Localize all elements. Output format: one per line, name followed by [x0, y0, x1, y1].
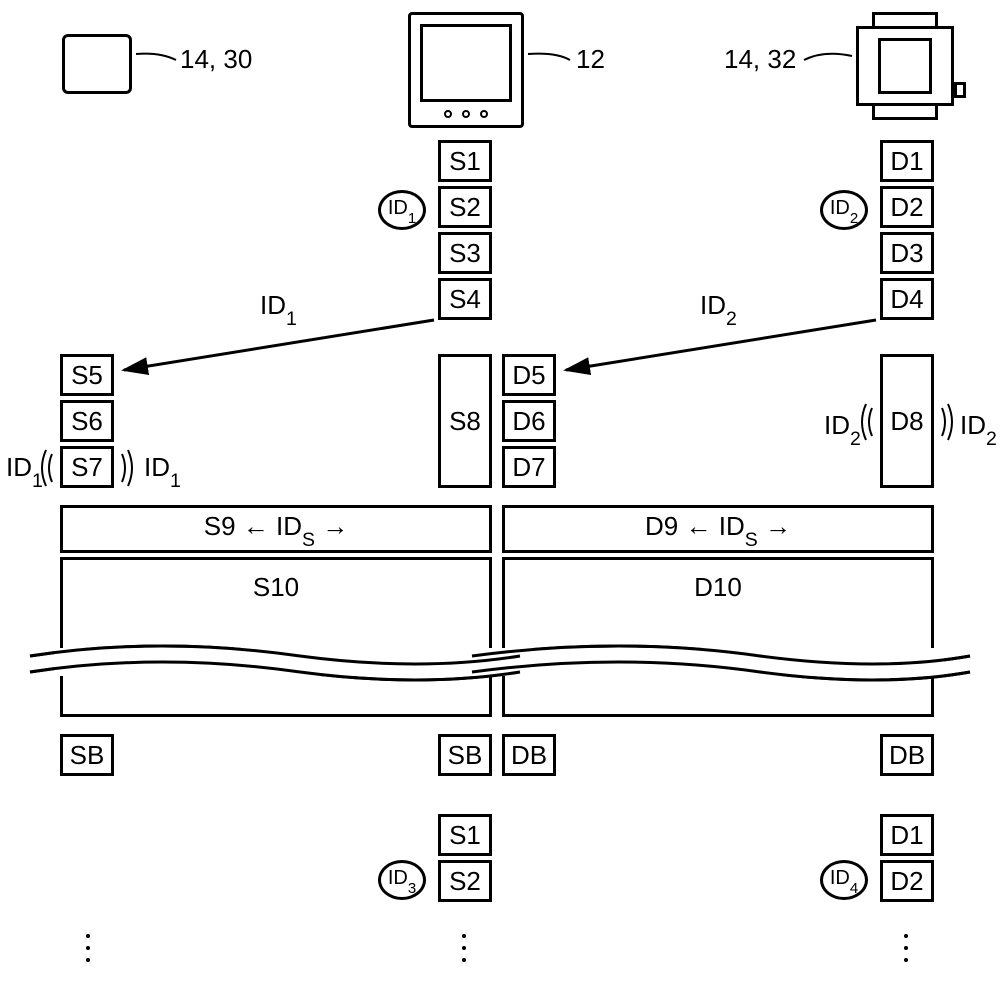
d2-label: D2 [890, 192, 923, 223]
sb1-label: SB [70, 740, 105, 771]
s2-label: S2 [449, 192, 481, 223]
id2-circle: ID2 [820, 190, 868, 230]
d3-box: D3 [880, 232, 934, 274]
overlay-svg [0, 0, 1000, 983]
d8-left-id: ID2 [824, 410, 861, 446]
s1-label: S1 [449, 146, 481, 177]
arrow-id2-label: ID2 [700, 290, 737, 326]
device-box-14-30 [62, 34, 132, 94]
arrow-id1-label: ID1 [260, 290, 297, 326]
watch-band-bot [872, 106, 938, 120]
s7-box: S7 [60, 446, 114, 488]
d5-box: D5 [502, 354, 556, 396]
d3-label: D3 [890, 238, 923, 269]
id4-circle: ID4 [820, 860, 868, 900]
d5-label: D5 [512, 360, 545, 391]
s6-box: S6 [60, 400, 114, 442]
d4-label: D4 [890, 284, 923, 315]
s8-label: S8 [449, 406, 481, 437]
id1-label: ID1 [388, 197, 416, 223]
d6-label: D6 [512, 406, 545, 437]
watch-band-top [872, 12, 938, 26]
s3-label: S3 [449, 238, 481, 269]
d10-box: D10 [502, 557, 934, 717]
d2b-box: D2 [880, 860, 934, 902]
s5-label: S5 [71, 360, 103, 391]
s9-box: S9 ← IDS → [60, 505, 492, 553]
d7-label: D7 [512, 452, 545, 483]
s2-box: S2 [438, 186, 492, 228]
d10-label: D10 [694, 572, 742, 603]
s2b-label: S2 [449, 866, 481, 897]
ref-12: 12 [576, 44, 605, 75]
ref-14-32: 14, 32 [724, 44, 796, 75]
monitor-screen [420, 24, 512, 102]
s9-label: S9 ← IDS → [204, 511, 349, 547]
d8-label: D8 [890, 406, 923, 437]
d7-box: D7 [502, 446, 556, 488]
s7-label: S7 [71, 452, 103, 483]
d2-box: D2 [880, 186, 934, 228]
d1b-box: D1 [880, 814, 934, 856]
d9-box: D9 ← IDS → [502, 505, 934, 553]
s3-box: S3 [438, 232, 492, 274]
s1b-box: S1 [438, 814, 492, 856]
d8-box: D8 [880, 354, 934, 488]
d8-right-id: ID2 [960, 410, 997, 446]
id1-circle: ID1 [378, 190, 426, 230]
d6-box: D6 [502, 400, 556, 442]
s1b-label: S1 [449, 820, 481, 851]
s4-box: S4 [438, 278, 492, 320]
sb2-box: SB [438, 734, 492, 776]
d9-label: D9 ← IDS → [645, 511, 791, 547]
s10-label: S10 [253, 572, 299, 603]
s10-box: S10 [60, 557, 492, 717]
db2-label: DB [889, 740, 925, 771]
db1-label: DB [511, 740, 547, 771]
id4-label: ID4 [830, 867, 858, 893]
s6-label: S6 [71, 406, 103, 437]
sb2-label: SB [448, 740, 483, 771]
s2b-box: S2 [438, 860, 492, 902]
s8-box: S8 [438, 354, 492, 488]
s7-left-id: ID1 [6, 452, 43, 488]
id3-label: ID3 [388, 867, 416, 893]
d1b-label: D1 [890, 820, 923, 851]
s4-label: S4 [449, 284, 481, 315]
s7-right-id: ID1 [144, 452, 181, 488]
sb1-box: SB [60, 734, 114, 776]
db2-box: DB [880, 734, 934, 776]
d1-box: D1 [880, 140, 934, 182]
id3-circle: ID3 [378, 860, 426, 900]
s1-box: S1 [438, 140, 492, 182]
vdots-left [86, 930, 90, 966]
watch-crown [954, 82, 966, 98]
vdots-s [462, 930, 466, 966]
ref-14-30: 14, 30 [180, 44, 252, 75]
watch-inner [878, 38, 932, 94]
vdots-d [904, 930, 908, 966]
d4-box: D4 [880, 278, 934, 320]
db1-box: DB [502, 734, 556, 776]
d1-label: D1 [890, 146, 923, 177]
d2b-label: D2 [890, 866, 923, 897]
s5-box: S5 [60, 354, 114, 396]
id2-label: ID2 [830, 197, 858, 223]
